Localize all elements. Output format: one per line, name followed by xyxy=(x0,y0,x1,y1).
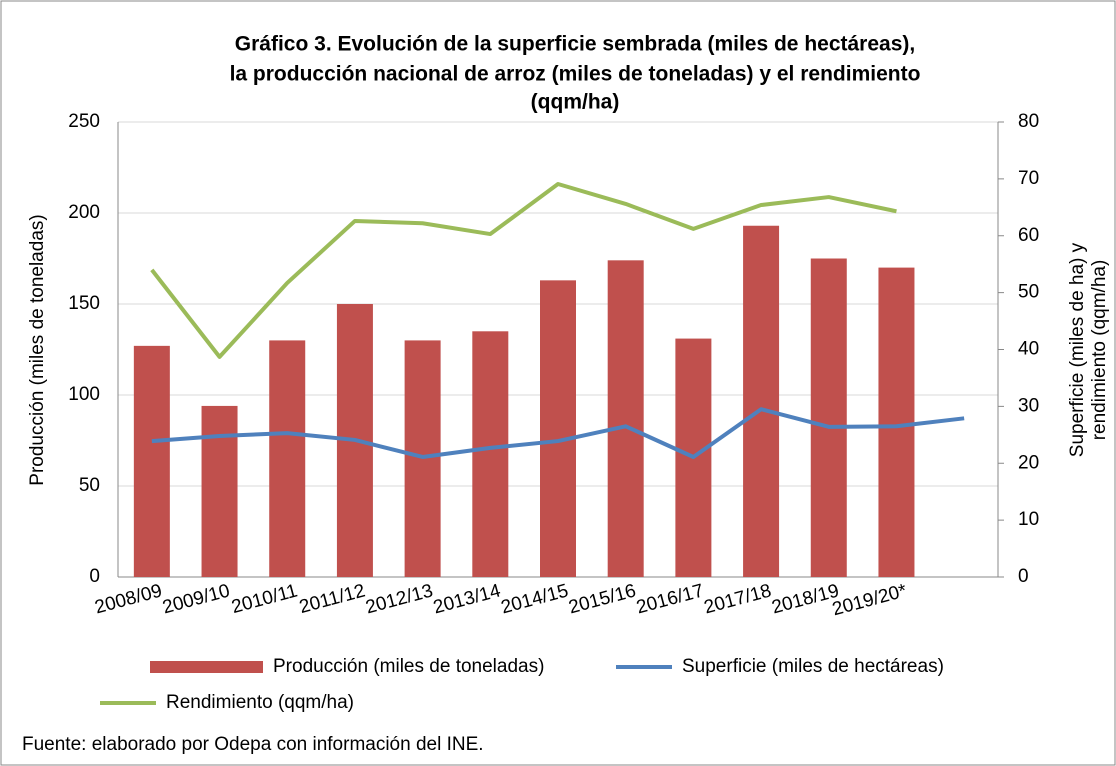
y-tick-label: 150 xyxy=(68,293,100,314)
y2-tick-label: 20 xyxy=(1018,452,1039,473)
y2-tick-label: 70 xyxy=(1018,168,1039,189)
bar xyxy=(269,340,306,577)
y2-tick-label: 50 xyxy=(1018,282,1039,303)
y2-tick-label: 10 xyxy=(1018,509,1039,530)
y2-tick-label: 80 xyxy=(1018,111,1039,132)
y2-tick-label: 0 xyxy=(1018,566,1029,587)
line xyxy=(150,181,897,359)
chart-title: la producción nacional de arroz (miles d… xyxy=(230,63,921,86)
bar xyxy=(878,267,915,577)
y2-tick-label: 40 xyxy=(1018,339,1039,360)
bar xyxy=(540,280,576,577)
bar xyxy=(133,345,170,577)
legend-label: Producción (miles de toneladas) xyxy=(273,656,544,677)
line xyxy=(151,407,965,459)
y2-axis-label: rendimiento (qqm/ha) xyxy=(1089,260,1110,441)
legend-swatch xyxy=(150,661,263,673)
y2-tick-label: 60 xyxy=(1018,225,1039,246)
bar xyxy=(472,331,509,577)
legend-label: Rendimiento (qqm/ha) xyxy=(166,692,354,713)
bar xyxy=(201,405,238,577)
y2-tick-label: 30 xyxy=(1018,395,1039,416)
source: Fuente: elaborado por Odepa con informac… xyxy=(22,734,484,755)
y2-axis-label: Superficie (miles de ha) y xyxy=(1067,242,1088,457)
y-tick-label: 50 xyxy=(79,475,100,496)
y-tick-label: 250 xyxy=(68,111,100,132)
bar xyxy=(810,258,847,577)
bar xyxy=(743,225,780,578)
y-tick-label: 100 xyxy=(68,384,100,405)
chart-title: (qqm/ha) xyxy=(531,91,620,114)
y-tick-label: 200 xyxy=(68,202,100,223)
legend-label: Superficie (miles de hectáreas) xyxy=(682,656,944,677)
y-tick-label: 0 xyxy=(89,566,100,587)
y-axis-label: Producción (miles de toneladas) xyxy=(27,214,48,485)
chart-title: Gráfico 3. Evolución de la superficie se… xyxy=(235,33,915,56)
bar xyxy=(607,260,644,577)
